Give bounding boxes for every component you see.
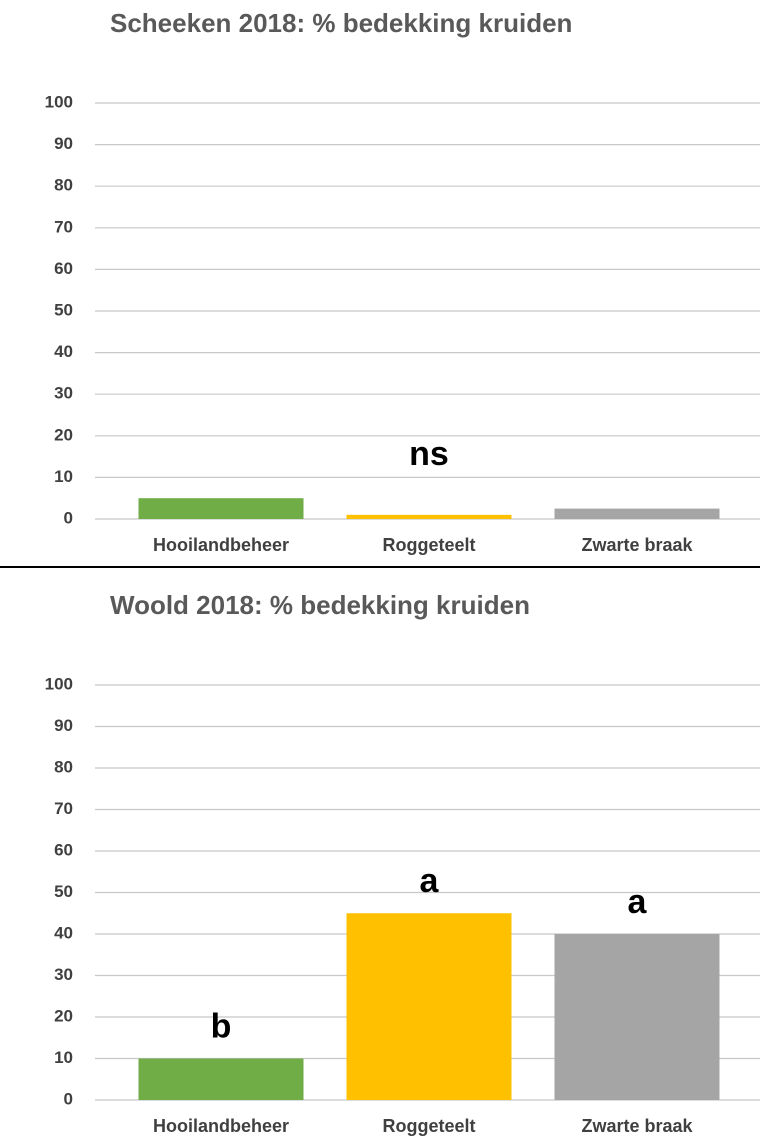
bar: [138, 498, 304, 519]
y-tick-label: 50: [54, 300, 73, 319]
y-tick-label: 60: [54, 840, 73, 859]
y-tick-label: 20: [54, 1006, 73, 1025]
chart-title: Woold 2018: % bedekking kruiden: [110, 590, 530, 620]
significance-label: b: [211, 1007, 232, 1045]
y-tick-label: 40: [54, 923, 73, 942]
y-tick-label: 90: [54, 716, 73, 735]
y-tick-label: 30: [54, 965, 73, 984]
y-tick-label: 60: [54, 259, 73, 278]
bar: [346, 514, 512, 519]
y-tick-label: 80: [54, 757, 73, 776]
significance-label: a: [420, 862, 440, 900]
x-tick-label: Roggeteelt: [382, 1116, 475, 1136]
bar: [346, 913, 512, 1100]
y-tick-label: 70: [54, 799, 73, 818]
y-tick-label: 0: [64, 508, 73, 527]
y-tick-label: 20: [54, 425, 73, 444]
y-tick-label: 30: [54, 384, 73, 403]
x-tick-label: Hooilandbeheer: [153, 535, 289, 555]
bar: [554, 934, 720, 1100]
y-tick-label: 100: [45, 92, 73, 111]
x-tick-label: Roggeteelt: [382, 535, 475, 555]
y-tick-label: 50: [54, 882, 73, 901]
significance-label: a: [628, 883, 648, 921]
y-tick-label: 90: [54, 134, 73, 153]
x-tick-label: Zwarte braak: [581, 535, 693, 555]
y-tick-label: 100: [45, 674, 73, 693]
bar: [138, 1058, 304, 1100]
y-tick-label: 0: [64, 1089, 73, 1108]
bar: [554, 508, 720, 519]
x-tick-label: Hooilandbeheer: [153, 1116, 289, 1136]
x-tick-label: Zwarte braak: [581, 1116, 693, 1136]
y-tick-label: 40: [54, 342, 73, 361]
chart-title: Scheeken 2018: % bedekking kruiden: [110, 8, 572, 38]
significance-label: ns: [409, 435, 449, 473]
y-tick-label: 70: [54, 217, 73, 236]
y-tick-label: 80: [54, 176, 73, 195]
y-tick-label: 10: [54, 467, 73, 486]
y-tick-label: 10: [54, 1048, 73, 1067]
